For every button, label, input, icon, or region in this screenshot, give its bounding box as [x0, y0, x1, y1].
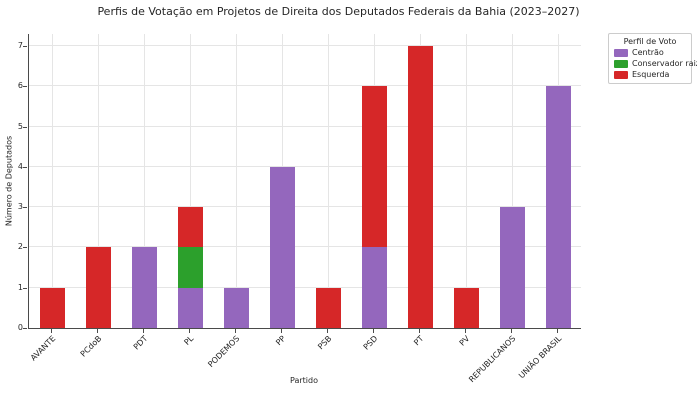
- y-tick-label-6: 6: [17, 81, 23, 91]
- y-tick-label-7: 7: [17, 40, 23, 50]
- gridline-x-pl: [190, 34, 191, 328]
- y-tick-mark-4: [23, 166, 27, 168]
- x-axis-label: Partido: [290, 376, 318, 385]
- legend-swatch-esquerda: [614, 70, 628, 79]
- x-tick-mark-republicanos: [511, 329, 512, 333]
- y-tick-mark-5: [23, 126, 27, 128]
- gridline-x-psb: [328, 34, 329, 328]
- gridline-y-1: [29, 286, 581, 288]
- legend-item-conservador-raiz: Conservador raiz: [614, 59, 697, 68]
- y-axis-label: Número de Deputados: [4, 135, 14, 227]
- legend-swatch-centrao: [614, 48, 628, 57]
- y-tick-label-2: 2: [17, 242, 23, 252]
- gridline-x-podemos: [236, 34, 237, 328]
- bar-pv-esquerda: [453, 287, 479, 328]
- bar-pl-esquerda: [177, 207, 203, 248]
- y-tick-mark-3: [23, 207, 27, 209]
- x-tick-mark-podemos: [235, 329, 236, 333]
- bar-pl-conservador-raiz: [177, 247, 203, 288]
- bar-psd-centrao: [361, 247, 387, 328]
- y-tick-label-4: 4: [17, 161, 23, 171]
- legend-label-centrao: Centrão: [632, 48, 664, 57]
- legend-item-esquerda: Esquerda: [614, 70, 686, 79]
- gridline-x-pcdob: [98, 34, 99, 328]
- x-tick-mark-uniao-brasil: [557, 329, 558, 333]
- legend-item-centrao: Centrão: [614, 48, 686, 57]
- x-tick-mark-pcdob: [97, 329, 98, 333]
- bar-psd-esquerda: [361, 86, 387, 248]
- bar-republicanos-centrao: [499, 207, 525, 328]
- legend-title: Perfil de Voto: [623, 37, 677, 46]
- gridline-y-7: [29, 44, 581, 46]
- gridline-y-4: [29, 165, 581, 167]
- bar-podemos-centrao: [223, 287, 249, 328]
- gridline-y-3: [29, 206, 581, 208]
- x-tick-mark-pdt: [143, 329, 144, 333]
- x-tick-mark-psd: [373, 329, 374, 333]
- gridline-y-2: [29, 246, 581, 248]
- bar-psb-esquerda: [315, 287, 341, 328]
- chart-title: Perfis de Votação em Projetos de Direita…: [97, 5, 580, 18]
- bar-pdt-centrao: [131, 247, 157, 328]
- x-tick-mark-pv: [465, 329, 466, 333]
- x-tick-mark-pt: [419, 329, 420, 333]
- y-tick-mark-1: [23, 287, 27, 289]
- y-tick-label-5: 5: [17, 121, 23, 131]
- gridline-x-pv: [466, 34, 467, 328]
- legend-label-esquerda: Esquerda: [632, 70, 670, 79]
- y-tick-label-1: 1: [17, 282, 23, 292]
- y-tick-label-0: 0: [17, 323, 23, 332]
- legend-items: Centrão Conservador raiz Esquerda: [614, 48, 697, 79]
- legend-swatch-conservador-raiz: [614, 59, 628, 68]
- gridline-y-5: [29, 125, 581, 127]
- x-tick-mark-psb: [327, 329, 328, 333]
- y-tick-mark-2: [23, 247, 27, 249]
- x-tick-mark-pp: [281, 329, 282, 333]
- bar-pp-centrao: [269, 166, 295, 328]
- bar-pl-centrao: [177, 287, 203, 328]
- x-tick-mark-avante: [51, 329, 52, 333]
- gridline-y-6: [29, 85, 581, 87]
- y-tick-mark-6: [23, 86, 27, 88]
- bar-uniao-brasil-centrao: [545, 86, 571, 328]
- gridline-x-avante: [52, 34, 53, 328]
- bar-pcdob-esquerda: [85, 247, 111, 328]
- gridline-x-pdt: [144, 34, 145, 328]
- bar-pt-esquerda: [407, 45, 433, 328]
- legend-label-conservador-raiz: Conservador raiz: [632, 59, 697, 68]
- legend: Perfil de Voto Centrão Conservador raiz Es…: [608, 33, 697, 84]
- y-tick-mark-7: [23, 45, 27, 47]
- gridline-x-republicanos: [512, 34, 513, 328]
- plot-area: [28, 34, 581, 329]
- x-tick-mark-pl: [189, 329, 190, 333]
- bar-avante-esquerda: [39, 287, 65, 328]
- y-tick-label-3: 3: [17, 202, 23, 212]
- y-tick-mark-0: [23, 328, 27, 329]
